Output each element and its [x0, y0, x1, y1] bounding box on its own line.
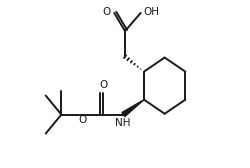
- Text: O: O: [103, 7, 111, 17]
- Polygon shape: [122, 100, 144, 117]
- Text: O: O: [100, 80, 108, 90]
- Text: NH: NH: [115, 118, 130, 128]
- Text: OH: OH: [143, 7, 159, 17]
- Text: O: O: [78, 115, 86, 125]
